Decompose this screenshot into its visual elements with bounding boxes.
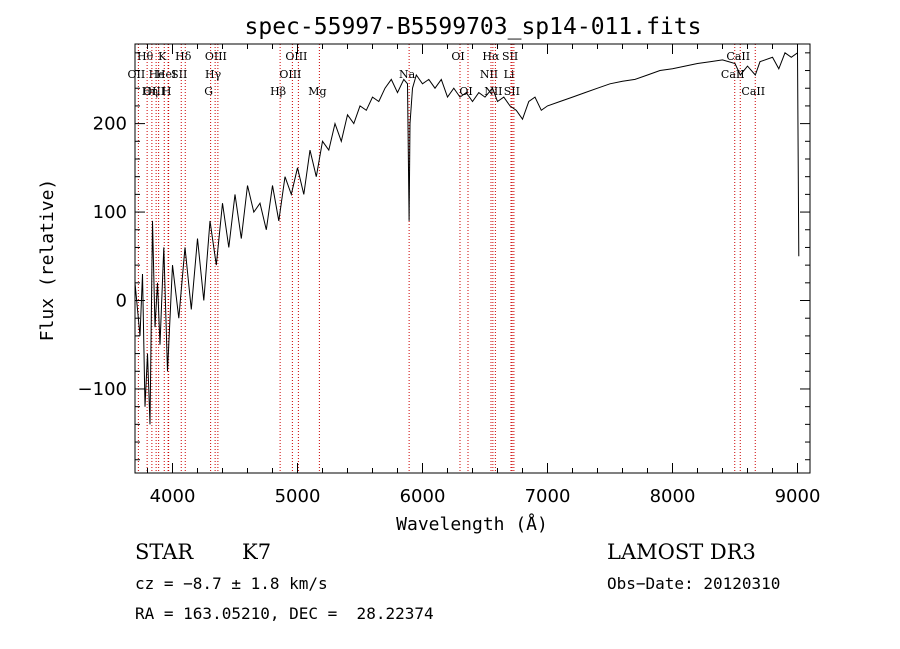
spectral-line-label: H bbox=[162, 85, 172, 98]
spectral-line-label: Hδ bbox=[175, 50, 192, 63]
x-tick-label: 4000 bbox=[150, 486, 196, 507]
x-tick-label: 6000 bbox=[400, 486, 446, 507]
survey-name: LAMOST DR3 bbox=[607, 540, 756, 564]
spectral-line-label: Na bbox=[399, 68, 416, 81]
spectral-line-label: OIII bbox=[205, 50, 227, 63]
spectral-line-label: HeI bbox=[156, 68, 176, 81]
spectral-line-markers: Hθ OII OIII He Hη K HeI H Hδ SII OIII Hγ G Hβ OIII OIII… bbox=[128, 44, 765, 473]
x-tick-label: 7000 bbox=[525, 486, 571, 507]
spectral-line-label: Li bbox=[504, 68, 515, 81]
x-tick-label: 8000 bbox=[650, 486, 696, 507]
observation-date: Obs−Date: 20120310 bbox=[607, 574, 781, 593]
spectral-line-label: OIII bbox=[143, 85, 165, 98]
spectral-line-label: NII bbox=[480, 68, 498, 81]
coordinates: RA = 163.05210, DEC = 28.22374 bbox=[135, 604, 434, 623]
spectral-line-label: OIII bbox=[279, 68, 301, 81]
y-axis-ticks: −100 0 100 200 bbox=[78, 52, 810, 461]
spectral-line-label: OII bbox=[128, 68, 146, 81]
spectral-line-label: CaII bbox=[741, 85, 765, 98]
y-tick-label: 0 bbox=[116, 291, 127, 312]
spectral-line-label: G bbox=[204, 85, 213, 98]
plot-frame bbox=[134, 43, 811, 474]
x-tick-label: 5000 bbox=[275, 486, 321, 507]
y-tick-label: −100 bbox=[78, 379, 127, 400]
x-axis-ticks: 4000 5000 6000 7000 8000 9000 bbox=[147, 44, 821, 507]
spectral-line-label: SII bbox=[504, 85, 520, 98]
spectral-line-label: He bbox=[149, 68, 165, 81]
x-axis-label: Wavelength (Å) bbox=[396, 513, 548, 535]
spectral-line-label: CaII bbox=[726, 50, 750, 63]
spectral-line-label: OIII bbox=[285, 50, 307, 63]
y-tick-label: 200 bbox=[93, 114, 127, 135]
y-tick-label: 100 bbox=[93, 202, 127, 223]
spectrum-line bbox=[134, 51, 800, 425]
spectral-line-label: Hγ bbox=[205, 68, 222, 81]
y-axis-label: Flux (relative) bbox=[37, 179, 58, 342]
x-tick-label: 9000 bbox=[775, 486, 821, 507]
spectral-line-label: Hθ bbox=[137, 50, 154, 63]
chart-title: spec-55997-B5599703_sp14-011.fits bbox=[245, 14, 702, 40]
spectral-line-label: SII bbox=[171, 68, 187, 81]
spectral-line-label: OI bbox=[451, 50, 464, 63]
spectral-line-label: Hβ bbox=[270, 85, 286, 98]
redshift-value: cz = −8.7 ± 1.8 km/s bbox=[135, 574, 328, 593]
spectral-line-label: Hη bbox=[142, 85, 158, 98]
object-class: STAR bbox=[135, 540, 194, 564]
object-subclass: K7 bbox=[242, 540, 272, 564]
spectral-line-label: K bbox=[158, 50, 167, 63]
spectral-line-label: SII bbox=[502, 50, 518, 63]
spectral-line-label: Mg bbox=[308, 85, 326, 98]
spectrum-plot: spec-55997-B5599703_sp14-011.fits Hθ OII O… bbox=[37, 14, 821, 535]
